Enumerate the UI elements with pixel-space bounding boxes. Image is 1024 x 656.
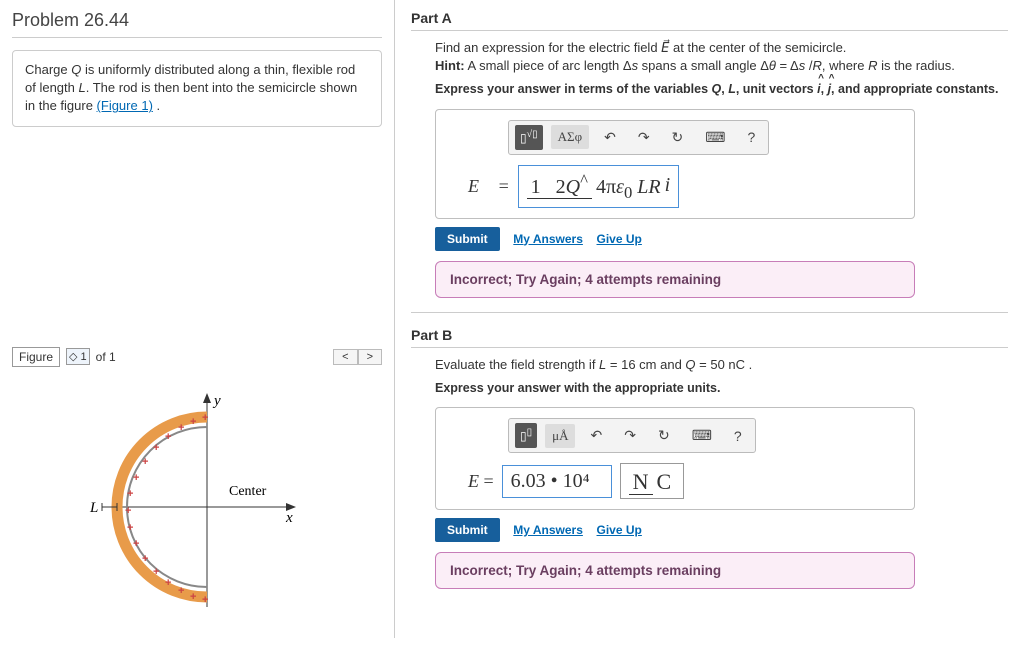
submit-button[interactable]: Submit	[435, 518, 500, 542]
svg-text:+: +	[178, 422, 184, 434]
figure-nav: Figure ◇ 1 of 1 < >	[12, 347, 382, 367]
svg-text:y: y	[212, 393, 221, 409]
svg-text:+: +	[202, 594, 208, 606]
svg-text:Center: Center	[229, 484, 267, 499]
svg-text:+: +	[125, 505, 131, 517]
problem-title: Problem 26.44	[12, 10, 382, 38]
help-icon[interactable]: ?	[727, 425, 749, 447]
svg-text:+: +	[190, 591, 196, 603]
symbols-button[interactable]: ΑΣφ	[551, 125, 589, 149]
svg-text:+: +	[190, 416, 196, 428]
figure-of: of 1	[96, 350, 116, 364]
redo-icon[interactable]: ↷	[617, 424, 643, 447]
part-a-answer-input[interactable]: 1 2Q^4πε0 LRi	[518, 165, 680, 208]
my-answers-link[interactable]: My Answers	[513, 232, 583, 246]
figure-select[interactable]: ◇ 1	[66, 348, 90, 365]
my-answers-link[interactable]: My Answers	[513, 523, 583, 537]
svg-text:+: +	[142, 553, 148, 565]
part-b-instruct: Express your answer with the appropriate…	[435, 380, 1008, 398]
part-a-toolbar: ▯√▯ ΑΣφ ↶ ↷ ↻ ⌨ ?	[508, 120, 769, 155]
svg-text:+: +	[127, 522, 133, 534]
svg-text:+: +	[165, 577, 171, 589]
part-b-prompt: Evaluate the field strength if L = 16 cm…	[435, 356, 1008, 374]
svg-text:+: +	[133, 538, 139, 550]
part-b-feedback: Incorrect; Try Again; 4 attempts remaini…	[435, 552, 915, 589]
help-icon[interactable]: ?	[741, 126, 763, 148]
txt: Charge	[25, 62, 71, 77]
part-b-toolbar: ▯▯ μÅ ↶ ↷ ↻ ⌨ ?	[508, 418, 756, 453]
figure-link[interactable]: (Figure 1)	[97, 98, 153, 113]
keyboard-icon[interactable]: ⌨	[685, 424, 719, 447]
give-up-link[interactable]: Give Up	[597, 523, 642, 537]
template-button[interactable]: ▯√▯	[515, 125, 543, 150]
txt: .	[153, 98, 160, 113]
part-b-lhs: E =	[468, 471, 494, 492]
keyboard-icon[interactable]: ⌨	[698, 126, 732, 149]
units-button[interactable]: μÅ	[545, 424, 575, 448]
undo-icon[interactable]: ↶	[597, 126, 623, 149]
figure-1: y x Center +++ +++ +++ +++ +++ ++ L	[12, 379, 382, 628]
part-b-units[interactable]: NC	[620, 463, 685, 499]
figure-next-button[interactable]: >	[358, 349, 382, 365]
give-up-link[interactable]: Give Up	[597, 232, 642, 246]
svg-text:+: +	[153, 566, 159, 578]
svg-text:+: +	[178, 585, 184, 597]
svg-text:L: L	[89, 500, 98, 516]
part-b-title: Part B	[411, 327, 1008, 348]
part-b-answer-input[interactable]: 6.03 • 10⁴	[502, 465, 612, 498]
svg-text:+: +	[142, 456, 148, 468]
part-a-title: Part A	[411, 10, 1008, 31]
svg-text:+: +	[202, 412, 208, 424]
figure-prev-button[interactable]: <	[333, 349, 357, 365]
svg-text:+: +	[127, 488, 133, 500]
part-a-answer-box: ▯√▯ ΑΣφ ↶ ↷ ↻ ⌨ ? E⃗ = 1 2Q^4πε0 LRi	[435, 109, 915, 219]
reset-icon[interactable]: ↻	[651, 424, 677, 447]
reset-icon[interactable]: ↻	[665, 126, 691, 149]
part-a-feedback: Incorrect; Try Again; 4 attempts remaini…	[435, 261, 915, 298]
svg-text:x: x	[285, 510, 293, 526]
svg-text:+: +	[165, 431, 171, 443]
svg-text:+: +	[133, 472, 139, 484]
template-button[interactable]: ▯▯	[515, 423, 537, 448]
undo-icon[interactable]: ↶	[583, 424, 609, 447]
redo-icon[interactable]: ↷	[631, 126, 657, 149]
part-a-instruct: Express your answer in terms of the vari…	[435, 81, 1008, 99]
figure-label: Figure	[12, 347, 60, 367]
problem-description: Charge Q is uniformly distributed along …	[12, 50, 382, 127]
svg-text:+: +	[153, 442, 159, 454]
submit-button[interactable]: Submit	[435, 227, 500, 251]
part-a-lhs: E⃗ =	[468, 176, 510, 197]
part-b-answer-box: ▯▯ μÅ ↶ ↷ ↻ ⌨ ? E = 6.03 • 10⁴ NC	[435, 407, 915, 510]
part-a-prompt: Find an expression for the electric fiel…	[435, 39, 1008, 75]
